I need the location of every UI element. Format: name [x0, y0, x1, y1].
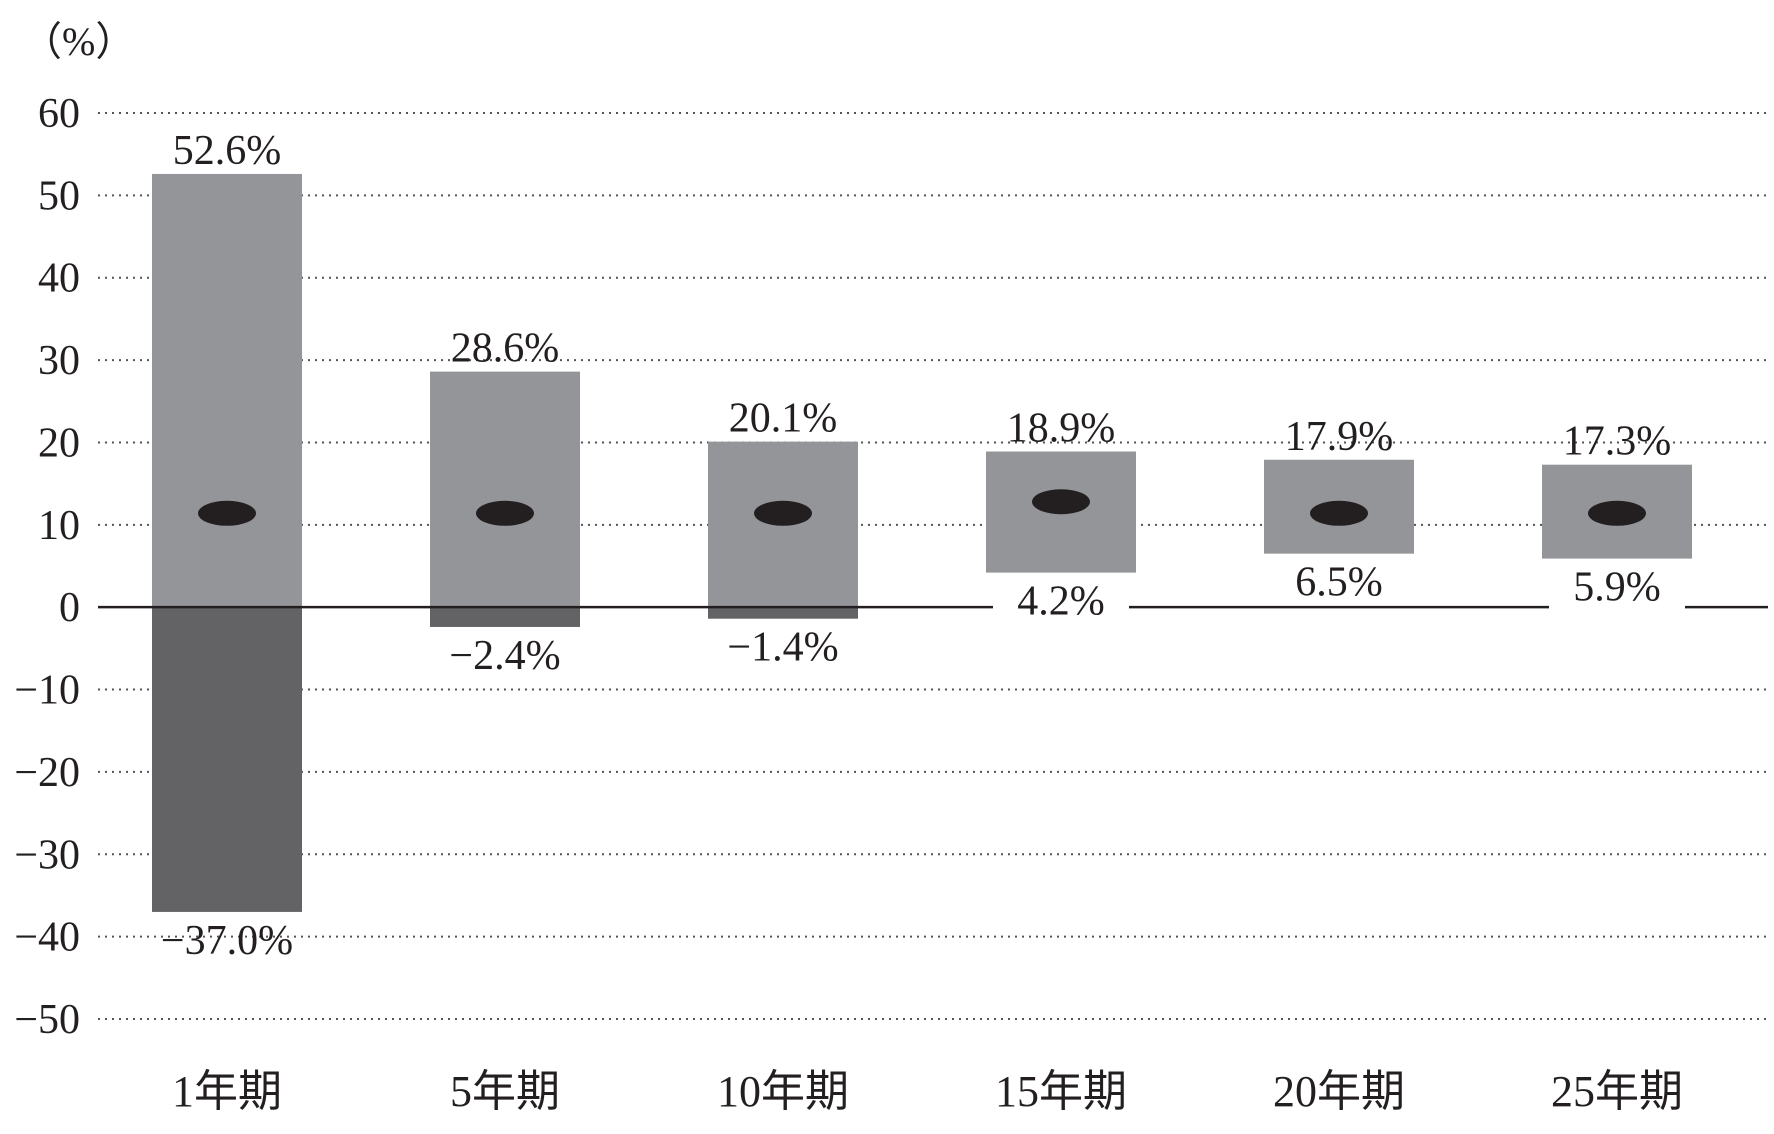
average-marker: [1310, 500, 1368, 526]
y-tick-label: 40: [38, 256, 80, 302]
min-value-label: −1.4%: [727, 625, 838, 671]
y-tick-label: −50: [14, 997, 80, 1043]
y-tick-label: −20: [14, 750, 80, 796]
category-label: 25年期: [1551, 1067, 1683, 1116]
range-bar-lower: [152, 607, 302, 912]
y-unit-label: （%）: [22, 19, 135, 64]
max-value-label: 20.1%: [729, 396, 838, 442]
range-bar-lower: [430, 607, 580, 627]
data-labels: 52.6% −37.0% 28.6% −2.4% 20.1% −1.4% 18.9% 4.2%…: [161, 128, 1685, 964]
average-marker: [1588, 500, 1646, 526]
y-tick-label: 50: [38, 173, 80, 219]
label-backdrop: [993, 601, 1129, 614]
max-value-label: 18.9%: [1007, 406, 1116, 452]
min-value-label: −37.0%: [161, 918, 293, 964]
range-bar-lower: [708, 607, 858, 619]
max-value-label: 17.9%: [1285, 414, 1394, 460]
gridlines: [98, 112, 1768, 1020]
y-tick-label: 30: [38, 338, 80, 384]
min-value-label: 5.9%: [1573, 565, 1661, 611]
category-label: 5年期: [450, 1067, 560, 1116]
average-marker: [476, 500, 534, 526]
min-value-label: 4.2%: [1017, 579, 1105, 625]
label-backdrop: [1549, 601, 1685, 614]
category-label: 10年期: [717, 1067, 849, 1116]
category-label: 1年期: [172, 1067, 282, 1116]
max-value-label: 17.3%: [1563, 419, 1672, 465]
category-label: 20年期: [1273, 1067, 1405, 1116]
y-tick-label: 20: [38, 420, 80, 466]
y-tick-label: −10: [14, 668, 80, 714]
range-bar-upper: [152, 173, 302, 608]
min-value-label: −2.4%: [449, 633, 560, 679]
x-axis-categories: 1年期 5年期 10年期 15年期 20年期 25年期: [172, 1067, 1683, 1116]
max-value-label: 52.6%: [173, 128, 282, 174]
y-tick-label: 60: [38, 91, 80, 137]
y-tick-label: 0: [59, 585, 80, 631]
y-tick-label: −30: [14, 832, 80, 878]
y-axis-ticks: 60 50 40 30 20 10 0 −10 −20 −30 −40 −50: [14, 91, 80, 1043]
bars: [152, 173, 1692, 912]
y-tick-label: 10: [38, 503, 80, 549]
range-bar-upper: [430, 371, 580, 608]
max-value-label: 28.6%: [451, 326, 560, 372]
min-value-label: 6.5%: [1295, 560, 1383, 606]
average-marker: [1032, 489, 1090, 515]
average-marker: [198, 500, 256, 526]
category-label: 15年期: [995, 1067, 1127, 1116]
y-tick-label: −40: [14, 915, 80, 961]
average-marker: [754, 500, 812, 526]
